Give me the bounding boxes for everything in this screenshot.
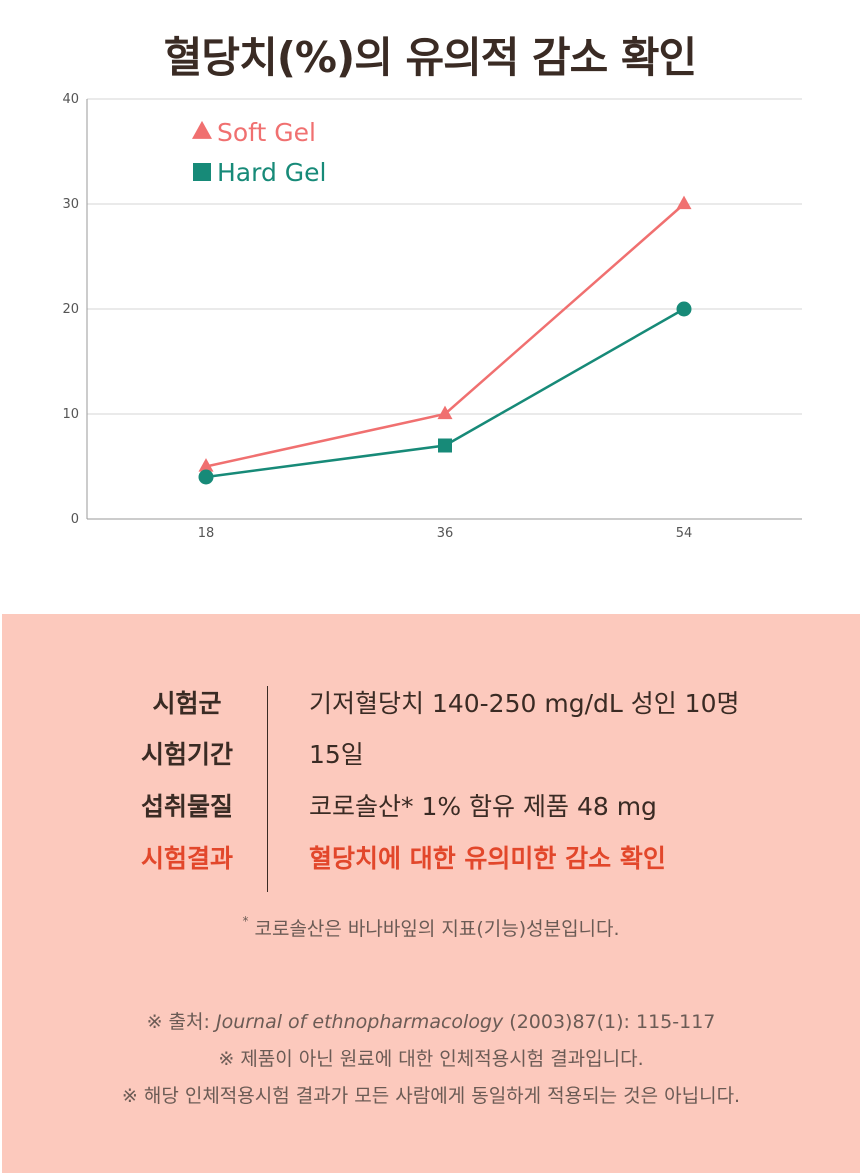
chart-grid <box>87 98 802 415</box>
y-tick-label: 0 <box>71 512 79 527</box>
source-prefix: ※ 출처: <box>146 1011 216 1033</box>
y-tick-label: 10 <box>62 407 79 422</box>
info-value: 혈당치에 대한 유의미한 감소 확인 <box>309 844 666 873</box>
legend-label: Hard Gel <box>217 158 326 187</box>
data-point-triangle <box>198 458 214 472</box>
y-tick-label: 30 <box>62 197 79 212</box>
source-journal: Journal of ethnopharmacology <box>215 1011 504 1033</box>
x-tick-label: 18 <box>198 526 215 541</box>
info-row-result: 시험결과 혈당치에 대한 유의미한 감소 확인 <box>2 839 860 889</box>
info-value: 기저혈당치 140-250 mg/dL 성인 10명 <box>309 689 740 718</box>
line-chart: 0 10 20 30 40 18 36 54 Soft Gel Hard Gel <box>62 92 802 541</box>
data-point-circle <box>198 469 214 485</box>
y-tick-label: 20 <box>62 302 79 317</box>
y-tick-label: 40 <box>62 92 79 107</box>
info-row-period: 시험기간 15일 <box>2 735 860 785</box>
source-suffix: (2003)87(1): 115-117 <box>503 1011 716 1033</box>
study-info-panel: 시험군 기저혈당치 140-250 mg/dL 성인 10명 시험기간 15일 … <box>2 614 860 1173</box>
chart-series <box>198 195 692 485</box>
raw-material-note: ※ 제품이 아닌 원료에 대한 인체적용시험 결과입니다. <box>218 1048 644 1070</box>
chart-axes: 0 10 20 30 40 18 36 54 <box>62 92 802 541</box>
legend-swatch-square <box>193 163 211 181</box>
info-value: 15일 <box>309 740 364 769</box>
data-point-triangle <box>676 195 692 210</box>
table-divider <box>267 686 268 892</box>
asterisk-mark: * <box>242 914 249 928</box>
info-label: 섭취물질 <box>140 792 233 821</box>
series-line-soft-gel <box>205 203 685 468</box>
x-tick-label: 54 <box>676 526 693 541</box>
applicability-note: ※ 해당 인체적용시험 결과가 모든 사람에게 동일하게 적용되는 것은 아닙니… <box>121 1085 741 1107</box>
data-point-triangle <box>437 405 453 420</box>
info-label: 시험기간 <box>140 740 233 769</box>
info-value: 코로솔산* 1% 함유 제품 48 mg <box>309 792 657 821</box>
asterisk-footnote: * 코로솔산은 바나바잎의 지표(기능)성분입니다. <box>2 914 860 941</box>
info-label: 시험군 <box>152 689 222 718</box>
data-point-triangle <box>192 120 212 139</box>
chart-legend: Soft Gel Hard Gel <box>192 118 326 187</box>
x-tick-label: 36 <box>437 526 454 541</box>
info-row-substance: 섭취물질 코로솔산* 1% 함유 제품 48 mg <box>2 787 860 837</box>
data-point-circle <box>676 301 692 317</box>
source-footnote: ※ 출처: Journal of ethnopharmacology (2003… <box>2 1007 860 1034</box>
info-label: 시험결과 <box>140 844 233 873</box>
legend-label: Soft Gel <box>217 118 316 147</box>
data-point-square <box>438 438 452 453</box>
asterisk-note-text: 코로솔산은 바나바잎의 지표(기능)성분입니다. <box>254 918 620 940</box>
info-row-group: 시험군 기저혈당치 140-250 mg/dL 성인 10명 <box>2 684 860 734</box>
chart-title: 혈당치(%)의 유의적 감소 확인 <box>163 33 697 82</box>
